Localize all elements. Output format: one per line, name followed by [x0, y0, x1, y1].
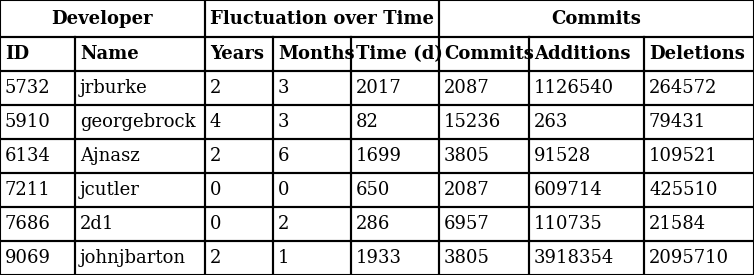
- Text: 1: 1: [278, 249, 290, 267]
- Text: 5910: 5910: [5, 113, 51, 131]
- Text: 2d1: 2d1: [80, 215, 115, 233]
- Text: 0: 0: [210, 181, 222, 199]
- Text: johnjbarton: johnjbarton: [80, 249, 186, 267]
- Text: 425510: 425510: [649, 181, 718, 199]
- Text: 2087: 2087: [444, 181, 490, 199]
- Text: Commits: Commits: [552, 10, 642, 28]
- Text: 264572: 264572: [649, 79, 717, 97]
- Text: Commits: Commits: [444, 45, 534, 63]
- Text: 110735: 110735: [534, 215, 602, 233]
- Text: Name: Name: [80, 45, 139, 63]
- Text: 609714: 609714: [534, 181, 602, 199]
- Text: 2: 2: [210, 147, 222, 165]
- Text: 4: 4: [210, 113, 222, 131]
- Text: 82: 82: [356, 113, 379, 131]
- Text: Developer: Developer: [52, 10, 153, 28]
- Text: 109521: 109521: [649, 147, 718, 165]
- Text: ID: ID: [5, 45, 29, 63]
- Text: 2017: 2017: [356, 79, 402, 97]
- Text: 1933: 1933: [356, 249, 402, 267]
- Text: 3918354: 3918354: [534, 249, 615, 267]
- Text: 1126540: 1126540: [534, 79, 614, 97]
- Text: Years: Years: [210, 45, 264, 63]
- Text: 2: 2: [210, 79, 222, 97]
- Text: 79431: 79431: [649, 113, 706, 131]
- Text: 3805: 3805: [444, 147, 490, 165]
- Text: 3: 3: [278, 79, 290, 97]
- Text: 1699: 1699: [356, 147, 402, 165]
- Text: 7211: 7211: [5, 181, 51, 199]
- Text: 6134: 6134: [5, 147, 51, 165]
- Text: 15236: 15236: [444, 113, 501, 131]
- Text: Months: Months: [278, 45, 354, 63]
- Text: 2: 2: [278, 215, 290, 233]
- Text: 0: 0: [278, 181, 290, 199]
- Text: 7686: 7686: [5, 215, 51, 233]
- Text: Additions: Additions: [534, 45, 630, 63]
- Text: 3: 3: [278, 113, 290, 131]
- Text: 286: 286: [356, 215, 391, 233]
- Text: Deletions: Deletions: [649, 45, 745, 63]
- Text: 9069: 9069: [5, 249, 51, 267]
- Text: 0: 0: [210, 215, 222, 233]
- Text: 263: 263: [534, 113, 569, 131]
- Text: 6: 6: [278, 147, 290, 165]
- Text: 21584: 21584: [649, 215, 706, 233]
- Text: 3805: 3805: [444, 249, 490, 267]
- Text: 2087: 2087: [444, 79, 490, 97]
- Text: jcutler: jcutler: [80, 181, 140, 199]
- Text: 6957: 6957: [444, 215, 490, 233]
- Text: Ajnasz: Ajnasz: [80, 147, 139, 165]
- Text: 5732: 5732: [5, 79, 51, 97]
- Text: 2095710: 2095710: [649, 249, 729, 267]
- Text: 650: 650: [356, 181, 391, 199]
- Text: 91528: 91528: [534, 147, 591, 165]
- Text: georgebrock: georgebrock: [80, 113, 195, 131]
- Text: jrburke: jrburke: [80, 79, 148, 97]
- Text: Time (d): Time (d): [356, 45, 443, 63]
- Text: 2: 2: [210, 249, 222, 267]
- Text: Fluctuation over Time: Fluctuation over Time: [210, 10, 434, 28]
